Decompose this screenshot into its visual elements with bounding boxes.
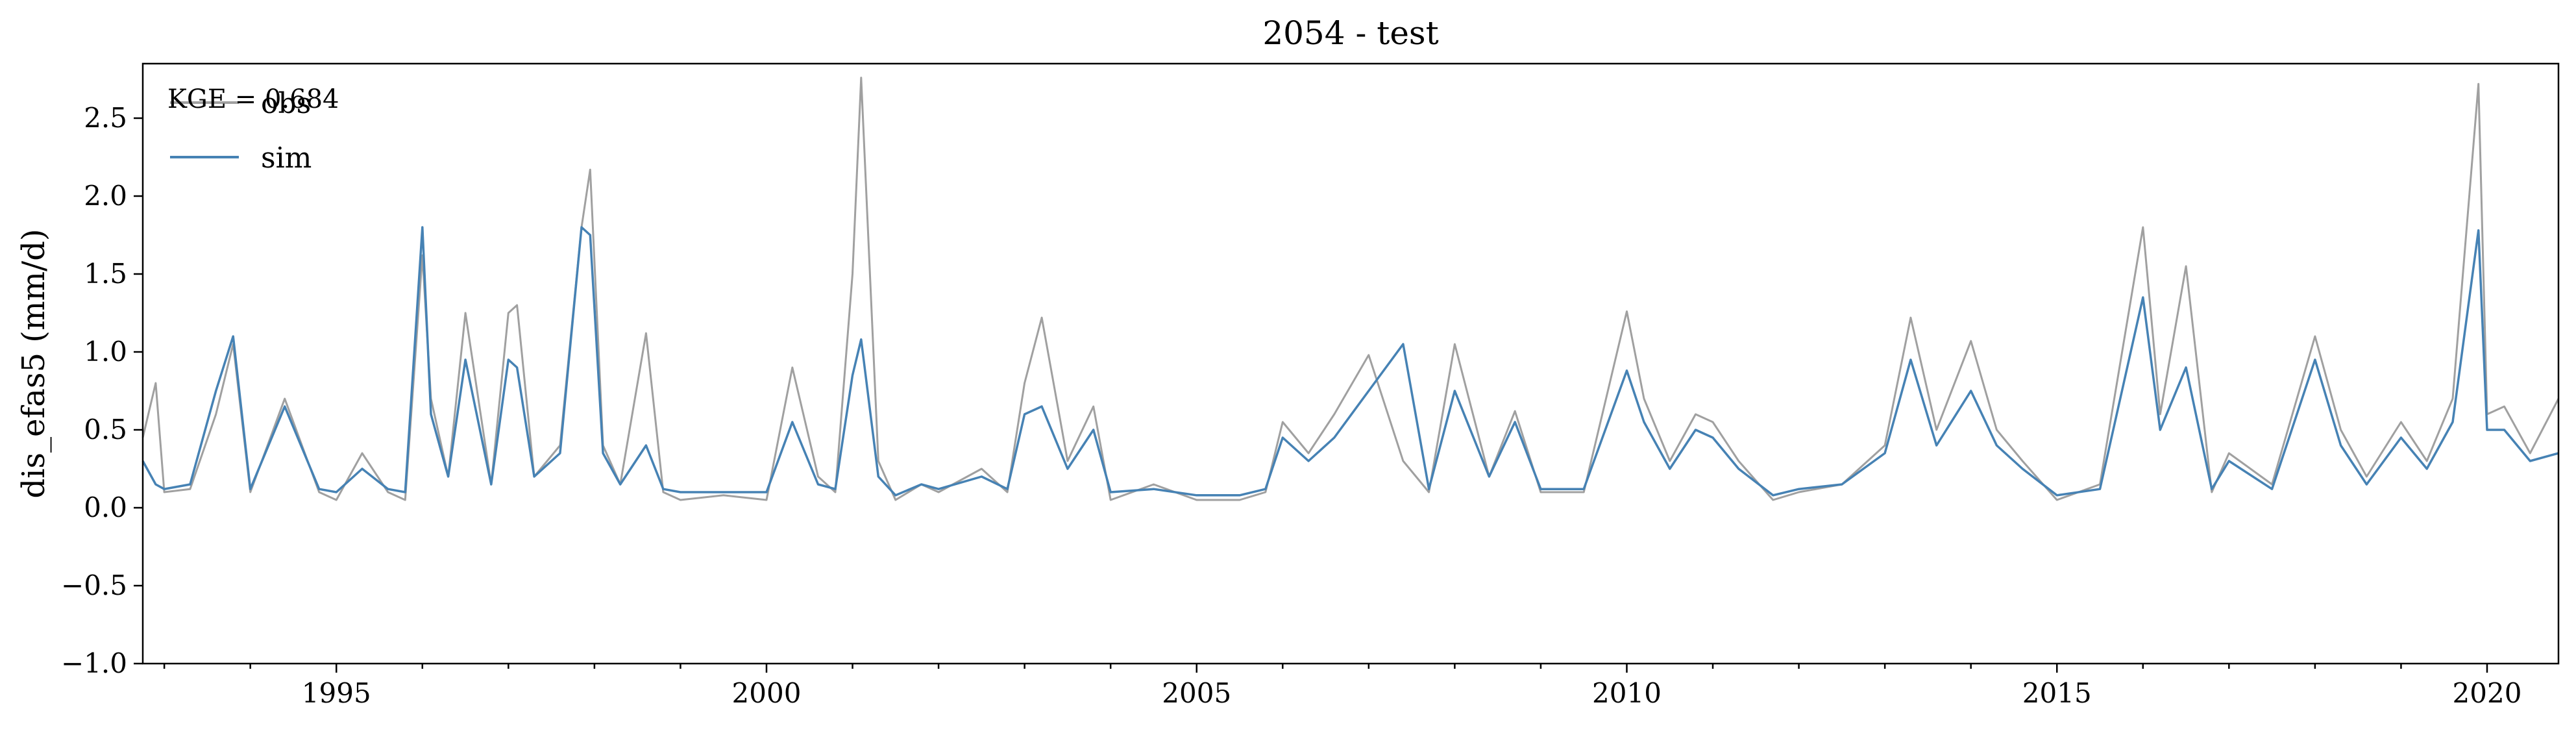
- y-tick-label: 0.5: [84, 414, 127, 445]
- kge-annotation: KGE = 0.684: [167, 84, 339, 114]
- y-tick-label: −0.5: [61, 569, 127, 601]
- x-tick-label: 2000: [732, 677, 802, 709]
- x-tick-label: 2010: [1592, 677, 1662, 709]
- x-tick-label: 2020: [2453, 677, 2522, 709]
- legend: obs sim: [170, 87, 312, 175]
- y-tick-label: 0.0: [84, 492, 127, 523]
- y-tick-label: 2.0: [84, 180, 127, 212]
- legend-label-obs: obs: [261, 87, 311, 120]
- x-tick-label: 1995: [302, 677, 371, 709]
- x-axis: 1995 2000 2005 2010 2015 2020: [163, 664, 2522, 709]
- x-tick-label: 2005: [1162, 677, 1231, 709]
- plot-area: [141, 62, 2560, 665]
- x-tick-label: 2015: [2022, 677, 2092, 709]
- series-layer: [141, 77, 2560, 501]
- series-line-sim: [141, 226, 2559, 497]
- legend-label-sim: sim: [261, 142, 312, 175]
- y-axis: −1.0 −0.5 0.0 0.5 1.0 1.5 2.0 2.5: [61, 102, 143, 679]
- y-axis-title: dis_efas5 (mm/d): [16, 229, 52, 498]
- series-line-obs: [141, 77, 2560, 501]
- y-tick-label: 2.5: [84, 102, 127, 134]
- y-tick-label: 1.5: [84, 258, 127, 290]
- y-tick-label: −1.0: [61, 647, 127, 679]
- y-tick-label: 1.0: [84, 336, 127, 368]
- plot-frame: [141, 62, 2560, 665]
- chart-title: 2054 - test: [1262, 14, 1438, 52]
